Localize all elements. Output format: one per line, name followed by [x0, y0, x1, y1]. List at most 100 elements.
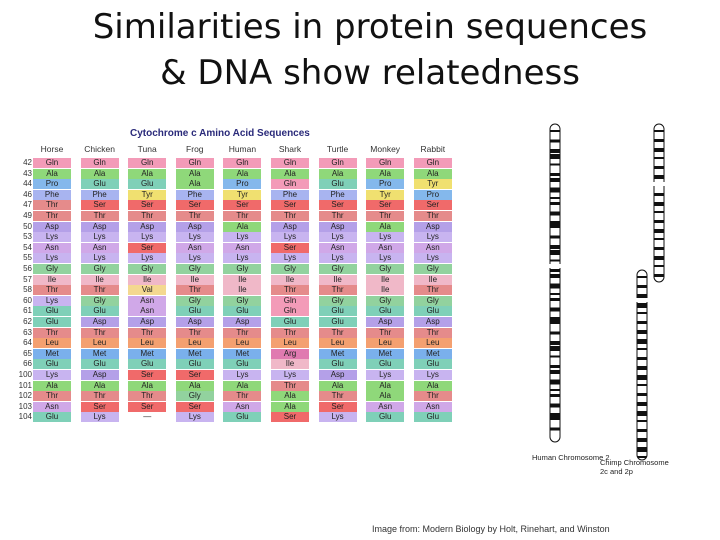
species-header: Tuna — [137, 144, 157, 154]
amino-acid-cell: Leu — [80, 338, 119, 349]
amino-acid-cell: Gly — [175, 295, 214, 306]
amino-acid-cell: Met — [33, 348, 71, 359]
amino-acid-cell: Gln — [33, 158, 71, 168]
amino-acid-cell: Ala — [366, 221, 405, 232]
amino-acid-table: Cytochrome c Amino Acid Sequences Horse C… — [8, 122, 463, 428]
amino-acid-cell: Gln — [366, 158, 405, 168]
amino-acid-cell: Lys — [33, 295, 71, 306]
amino-acid-cell: Met — [318, 348, 357, 359]
amino-acid-cell: Gly — [175, 264, 214, 274]
species-header: Monkey — [370, 144, 401, 154]
amino-acid-cell: Tyr — [413, 179, 452, 190]
species-header: Horse — [40, 144, 64, 154]
position-number: 62 — [23, 317, 32, 326]
amino-acid-cell: Gly — [366, 295, 405, 306]
amino-acid-cell: Ala — [413, 380, 452, 391]
amino-acid-cell: Gln — [271, 158, 309, 168]
position-number: 42 — [23, 158, 32, 167]
amino-acid-cell: Glu — [223, 412, 262, 423]
amino-acid-cell: Met — [413, 348, 452, 359]
amino-acid-cell: Glu — [223, 306, 262, 317]
amino-acid-cell: Asp — [80, 370, 119, 380]
amino-acid-cell: Glu — [80, 179, 119, 190]
amino-acid-cell: Phe — [318, 189, 357, 200]
amino-acid-cell: Ala — [366, 391, 405, 402]
amino-acid-cell: Ser — [175, 401, 214, 412]
amino-acid-cell: Ser — [80, 401, 119, 412]
amino-acid-cell: Ile — [318, 274, 357, 285]
amino-acid-cell: Gly — [413, 295, 452, 306]
amino-acid-cell: Thr — [33, 285, 71, 296]
amino-acid-cell: Gln — [271, 295, 309, 306]
amino-acid-cell: Thr — [318, 285, 357, 296]
amino-acid-cell: Phe — [33, 189, 71, 200]
amino-acid-cell: Asp — [366, 317, 405, 327]
amino-acid-cell: Glu — [366, 306, 405, 317]
amino-acid-cell: Asp — [271, 221, 309, 232]
amino-acid-cell: Ile — [366, 274, 405, 285]
amino-acid-cell: Ala — [413, 168, 452, 179]
amino-acid-cell: Arg — [271, 348, 309, 359]
chromosome-figure: Human Chromosome 2 Chimp Chromosome 2c a… — [520, 120, 710, 490]
position-number: 102 — [18, 391, 32, 401]
amino-acid-cell: Thr — [271, 380, 309, 391]
amino-acid-cell: Asp — [223, 317, 262, 327]
amino-acid-cell: Lys — [80, 412, 119, 423]
amino-acid-cell: Ser — [128, 401, 167, 412]
amino-acid-cell: Ser — [366, 200, 405, 211]
title-line-2: & DNA show relatedness — [160, 53, 580, 93]
amino-acid-cell: Gly — [80, 295, 119, 306]
amino-acid-cell: Lys — [271, 253, 309, 264]
amino-acid-cell: Thr — [175, 327, 214, 338]
amino-acid-cell: Lys — [223, 232, 262, 243]
amino-acid-cell: Gln — [413, 158, 452, 168]
amino-acid-cell: Lys — [413, 370, 452, 380]
amino-acid-cell: Ser — [271, 412, 309, 423]
amino-acid-cell: Thr — [80, 285, 119, 296]
amino-acid-cell: Lys — [33, 370, 71, 380]
position-number: 65 — [23, 348, 32, 358]
amino-acid-cell: Thr — [33, 391, 71, 402]
amino-acid-cell: Lys — [271, 232, 309, 243]
amino-acid-cell: Gly — [366, 264, 405, 274]
amino-acid-cell: Asp — [175, 317, 214, 327]
amino-acid-cell: Tyr — [223, 189, 262, 200]
amino-acid-cell: Ile — [33, 274, 71, 285]
amino-acid-cell: Ala — [175, 179, 214, 190]
amino-acid-cell: Lys — [318, 412, 357, 423]
amino-acid-cell: Glu — [271, 317, 309, 327]
amino-acid-cell: Lys — [175, 412, 214, 423]
position-number: 56 — [23, 264, 32, 273]
amino-acid-cell: Lys — [128, 232, 167, 243]
amino-acid-cell: Asn — [175, 242, 214, 253]
amino-acid-cell: Met — [175, 348, 214, 359]
amino-acid-cell: Ala — [271, 401, 309, 412]
amino-acid-cell: Ala — [33, 168, 71, 179]
amino-acid-cell: Glu — [33, 306, 71, 317]
position-number: 44 — [23, 179, 32, 189]
amino-acid-cell: Gln — [80, 158, 119, 168]
amino-acid-cell: Thr — [33, 211, 71, 221]
amino-acid-cell: Ser — [128, 370, 167, 380]
amino-acid-cell: Glu — [318, 317, 357, 327]
position-number: 43 — [23, 168, 32, 178]
position-number: 103 — [18, 401, 32, 411]
amino-acid-cell: Ser — [223, 200, 262, 211]
amino-acid-cell: Ile — [175, 274, 214, 285]
amino-acid-cell: Thr — [80, 391, 119, 402]
amino-acid-cell: Asn — [366, 242, 405, 253]
amino-acid-cell: Lys — [271, 370, 309, 380]
amino-acid-cell: Gly — [175, 391, 214, 402]
human-chromosome-2 — [549, 123, 561, 443]
amino-acid-cell: Ala — [128, 168, 167, 179]
amino-acid-cell: Ile — [80, 274, 119, 285]
amino-acid-cell: Ile — [366, 285, 405, 296]
amino-acid-cell: Lys — [175, 232, 214, 243]
table-title: Cytochrome c Amino Acid Sequences — [130, 128, 310, 139]
amino-acid-cell: Gln — [128, 158, 167, 168]
amino-acid-cell: Asn — [366, 401, 405, 412]
amino-acid-cell: Ala — [175, 380, 214, 391]
amino-acid-cell: Thr — [413, 327, 452, 338]
amino-acid-cell: Thr — [175, 211, 214, 221]
amino-acid-cell: Asn — [33, 242, 71, 253]
